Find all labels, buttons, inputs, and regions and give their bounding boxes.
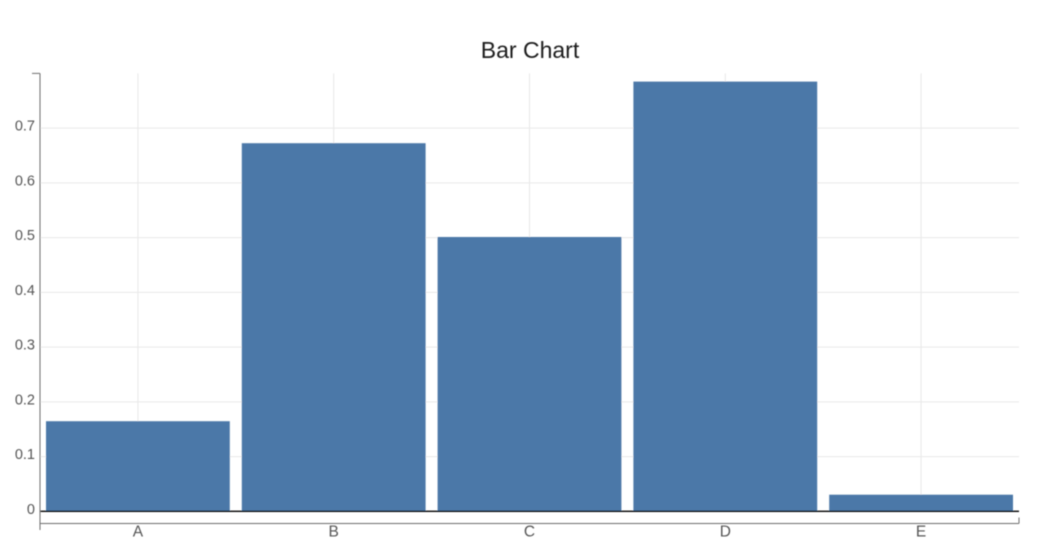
svg-text:0.2: 0.2 xyxy=(15,392,35,408)
svg-text:C: C xyxy=(524,524,535,541)
svg-text:0.4: 0.4 xyxy=(15,283,35,299)
svg-text:0.3: 0.3 xyxy=(15,338,35,354)
svg-text:Bar Chart: Bar Chart xyxy=(481,37,580,63)
svg-text:0.5: 0.5 xyxy=(15,228,35,244)
svg-text:D: D xyxy=(720,524,731,541)
svg-text:0.7: 0.7 xyxy=(15,119,35,135)
svg-text:E: E xyxy=(916,524,926,541)
svg-text:0.6: 0.6 xyxy=(15,173,35,189)
svg-text:0: 0 xyxy=(27,502,35,518)
svg-text:A: A xyxy=(133,524,144,541)
svg-text:B: B xyxy=(329,524,339,541)
svg-text:0.1: 0.1 xyxy=(15,447,35,463)
